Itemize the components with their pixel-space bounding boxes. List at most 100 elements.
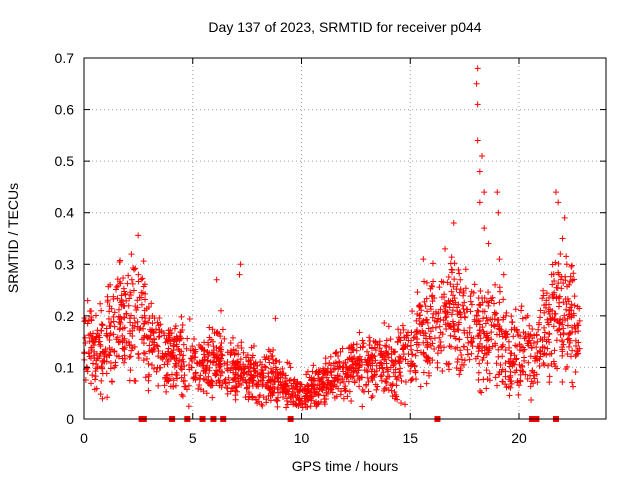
data-point [555,260,562,267]
data-point [476,168,483,175]
data-point [468,350,475,357]
data-point [113,284,120,291]
data-point [99,321,106,328]
data-point [206,334,213,341]
data-point [541,324,548,331]
data-point [338,388,345,395]
data-point [385,323,392,330]
data-point [415,341,422,348]
data-point [488,329,495,336]
data-point [458,351,465,358]
data-point [263,399,270,406]
data-point [383,343,390,350]
data-point [516,346,523,353]
data-point [337,379,344,386]
data-point [302,404,309,411]
data-point [145,371,152,378]
data-point [467,298,474,305]
data-point [460,289,467,296]
data-point [204,362,211,369]
data-point [502,368,509,375]
data-point [218,384,225,391]
data-point [395,326,402,333]
data-point [267,378,274,385]
data-point [503,309,510,316]
data-point [126,295,133,302]
data-point [239,377,246,384]
data-point [98,307,105,314]
data-point [279,371,286,378]
data-point [418,307,425,314]
data-point [275,389,282,396]
data-point [531,375,538,382]
data-point [476,318,483,325]
data-point [402,356,409,363]
data-point [217,372,224,379]
data-point [153,342,160,349]
data-point [135,278,142,285]
data-point [196,376,203,383]
data-point [555,326,562,333]
data-point [240,361,247,368]
data-point [159,355,166,362]
data-point [563,261,570,268]
data-point [203,377,210,384]
data-point [573,343,580,350]
data-point [518,303,525,310]
data-point [568,263,575,270]
data-point [568,301,575,308]
data-point [549,292,556,299]
data-point [187,347,194,354]
data-point [492,374,499,381]
data-point [557,250,564,257]
data-point [423,316,430,323]
data-point [185,403,192,410]
data-point [392,391,399,398]
data-point [495,346,502,353]
data-point [200,368,207,375]
data-point [232,359,239,366]
data-point [243,385,250,392]
data-point [417,349,424,356]
data-point [551,360,558,367]
data-point [357,344,364,351]
data-point [559,321,566,328]
data-point [195,385,202,392]
data-point [399,355,406,362]
data-point [489,343,496,350]
data-point [358,356,365,363]
data-point [131,315,138,322]
data-point [479,152,486,159]
data-point [511,326,518,333]
data-point [455,301,462,308]
data-point [356,383,363,390]
data-point [153,368,160,375]
data-point [84,364,91,371]
data-point [108,305,115,312]
data-point [350,346,357,353]
data-point [434,364,441,371]
data-point [121,314,128,321]
data-point [440,279,447,286]
data-point [424,342,431,349]
data-point [127,291,134,298]
data-point [509,359,516,366]
data-point [135,232,142,239]
data-point [163,388,170,395]
data-point [196,360,203,367]
data-point [344,366,351,373]
data-point [364,374,371,381]
data-point [166,330,173,337]
data-point [502,381,509,388]
data-point [324,379,331,386]
data-point [421,351,428,358]
data-point [432,324,439,331]
data-point [397,330,404,337]
data-point [268,353,275,360]
data-point [192,354,199,361]
data-point [524,340,531,347]
data-point [515,391,522,398]
data-point [423,295,430,302]
data-point [181,372,188,379]
data-point [430,278,437,285]
